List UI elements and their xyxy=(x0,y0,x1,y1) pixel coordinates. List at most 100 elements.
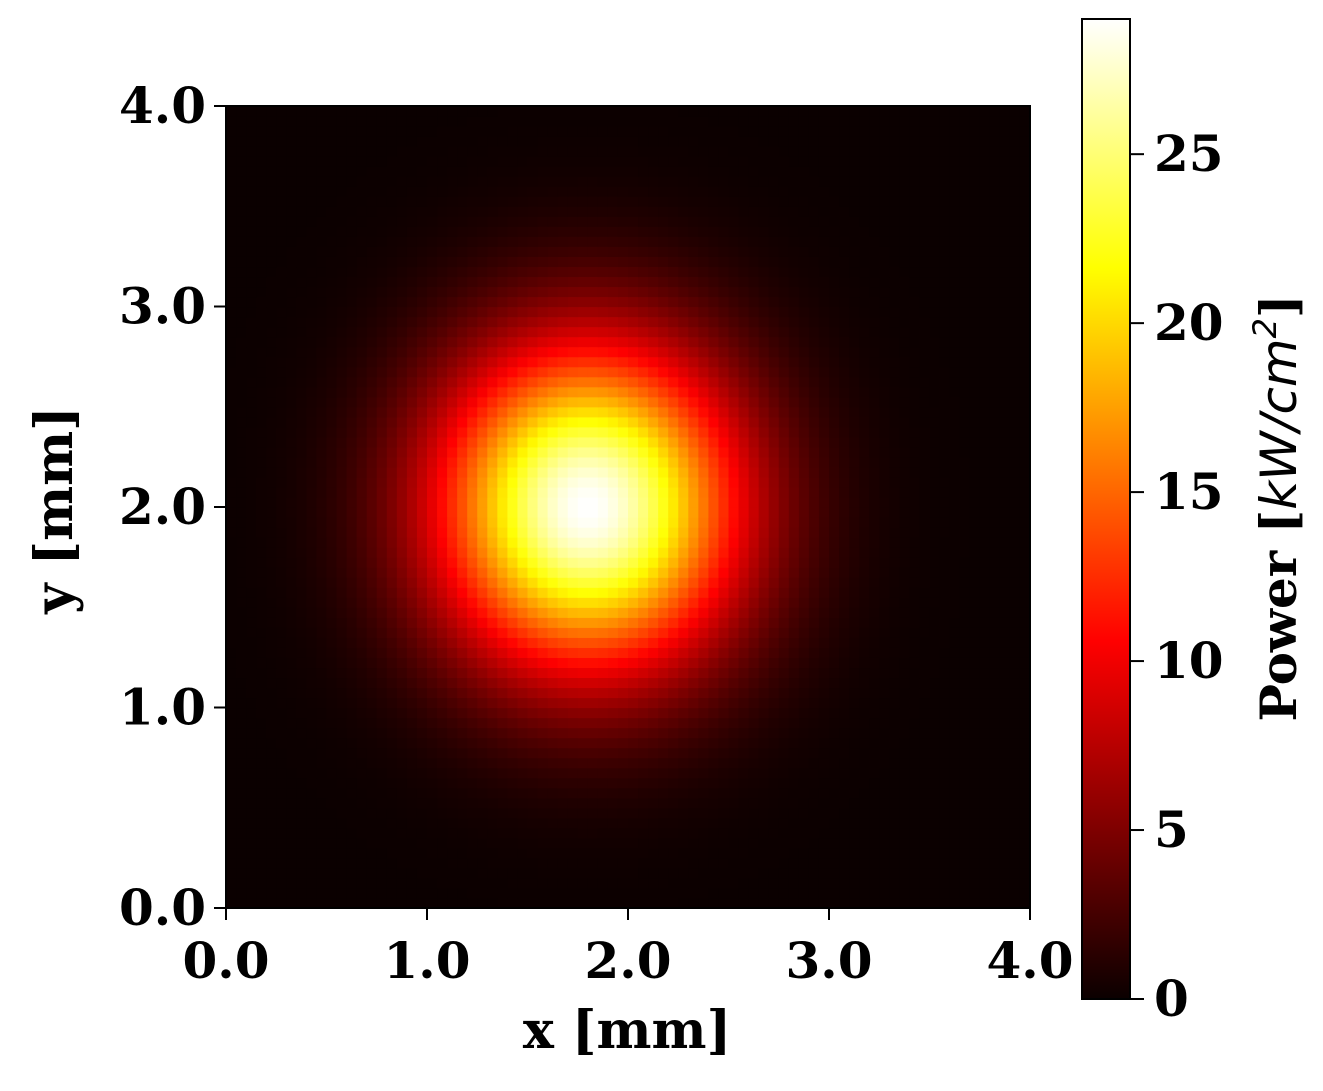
heatmap-cell xyxy=(708,717,720,729)
heatmap-cell xyxy=(537,727,549,739)
heatmap-cell xyxy=(628,396,639,408)
heatmap-cell xyxy=(698,657,709,669)
heatmap-cell xyxy=(386,607,398,618)
heatmap-cell xyxy=(306,436,318,448)
heatmap-cell xyxy=(879,507,890,518)
heatmap-cell xyxy=(326,807,338,819)
heatmap-cell xyxy=(999,777,1011,789)
heatmap-cell xyxy=(768,737,780,749)
heatmap-cell xyxy=(537,386,549,398)
heatmap-cell xyxy=(879,456,890,468)
heatmap-cell xyxy=(839,867,850,879)
heatmap-cell xyxy=(688,817,699,829)
heatmap-cell xyxy=(577,897,589,909)
heatmap-cell xyxy=(949,316,961,328)
heatmap-cell xyxy=(708,486,720,498)
heatmap-cell xyxy=(1019,376,1031,388)
heatmap-cell xyxy=(286,537,297,548)
heatmap-cell xyxy=(979,386,991,398)
heatmap-cell xyxy=(849,607,860,618)
heatmap-cell xyxy=(628,376,639,388)
heatmap-cell xyxy=(698,707,709,719)
heatmap-cell xyxy=(849,767,860,779)
heatmap-cell xyxy=(748,717,760,729)
heatmap-cell xyxy=(316,456,328,468)
heatmap-cell xyxy=(346,486,358,498)
heatmap-cell xyxy=(748,426,760,438)
heatmap-cell xyxy=(889,677,900,689)
heatmap-cell xyxy=(728,396,740,408)
heatmap-cell xyxy=(778,346,790,358)
heatmap-cell xyxy=(708,406,720,418)
heatmap-cell xyxy=(969,456,981,468)
heatmap-cell xyxy=(437,386,448,398)
heatmap-cell xyxy=(919,867,931,879)
heatmap-cell xyxy=(477,416,488,428)
heatmap-cell xyxy=(316,416,328,428)
heatmap-cell xyxy=(487,346,498,358)
heatmap-cell xyxy=(628,757,639,769)
heatmap-cell xyxy=(236,286,247,298)
heatmap-cell xyxy=(497,677,508,689)
heatmap-cell xyxy=(346,537,358,548)
heatmap-cell xyxy=(507,767,519,779)
heatmap-cell xyxy=(497,667,508,679)
heatmap-cell xyxy=(818,286,830,298)
heatmap-cell xyxy=(869,517,880,528)
heatmap-cell xyxy=(869,787,880,799)
heatmap-cell xyxy=(1009,326,1021,338)
heatmap-cell xyxy=(909,607,921,618)
heatmap-cell xyxy=(668,386,679,398)
heatmap-cell xyxy=(336,867,348,879)
heatmap-cell xyxy=(1009,727,1021,739)
heatmap-cell xyxy=(859,727,870,739)
heatmap-cell xyxy=(678,346,689,358)
heatmap-cell xyxy=(577,887,589,899)
heatmap-cell xyxy=(979,877,991,889)
heatmap-cell xyxy=(668,887,679,899)
heatmap-cell xyxy=(527,867,539,879)
heatmap-cell xyxy=(1019,517,1031,528)
heatmap-cell xyxy=(668,827,679,839)
heatmap-cell xyxy=(607,637,619,648)
heatmap-cell xyxy=(688,607,699,618)
heatmap-cell xyxy=(678,466,689,478)
heatmap-cell xyxy=(668,306,679,318)
heatmap-cell xyxy=(617,777,629,789)
heatmap-cell xyxy=(818,727,830,739)
heatmap-cell xyxy=(929,787,941,799)
heatmap-cell xyxy=(969,577,981,588)
heatmap-cell xyxy=(266,897,277,909)
heatmap-cell xyxy=(236,627,247,638)
heatmap-cell xyxy=(829,787,840,799)
heatmap-cell xyxy=(628,827,639,839)
heatmap-cell xyxy=(406,727,418,739)
heatmap-cell xyxy=(477,286,488,298)
heatmap-cell xyxy=(346,797,358,809)
heatmap-cell xyxy=(638,637,649,648)
heatmap-cell xyxy=(396,507,408,518)
heatmap-cell xyxy=(577,476,589,488)
heatmap-cell xyxy=(607,507,619,518)
heatmap-cell xyxy=(919,356,931,368)
heatmap-cell xyxy=(346,747,358,759)
heatmap-cell xyxy=(467,717,478,729)
heatmap-cell xyxy=(889,727,900,739)
heatmap-cell xyxy=(728,326,740,338)
heatmap-cell xyxy=(979,687,991,699)
heatmap-cell xyxy=(386,466,398,478)
heatmap-cell xyxy=(557,557,569,568)
heatmap-cell xyxy=(929,617,941,628)
heatmap-cell xyxy=(326,697,338,709)
heatmap-cell xyxy=(768,887,780,899)
heatmap-cell xyxy=(517,436,529,448)
heatmap-cell xyxy=(688,627,699,638)
heatmap-cell xyxy=(628,567,639,578)
heatmap-cell xyxy=(437,336,448,348)
heatmap-cell xyxy=(356,887,368,899)
heatmap-cell xyxy=(256,286,267,298)
heatmap-cell xyxy=(487,727,498,739)
heatmap-cell xyxy=(788,827,800,839)
heatmap-cell xyxy=(477,567,488,578)
heatmap-cell xyxy=(276,787,287,799)
